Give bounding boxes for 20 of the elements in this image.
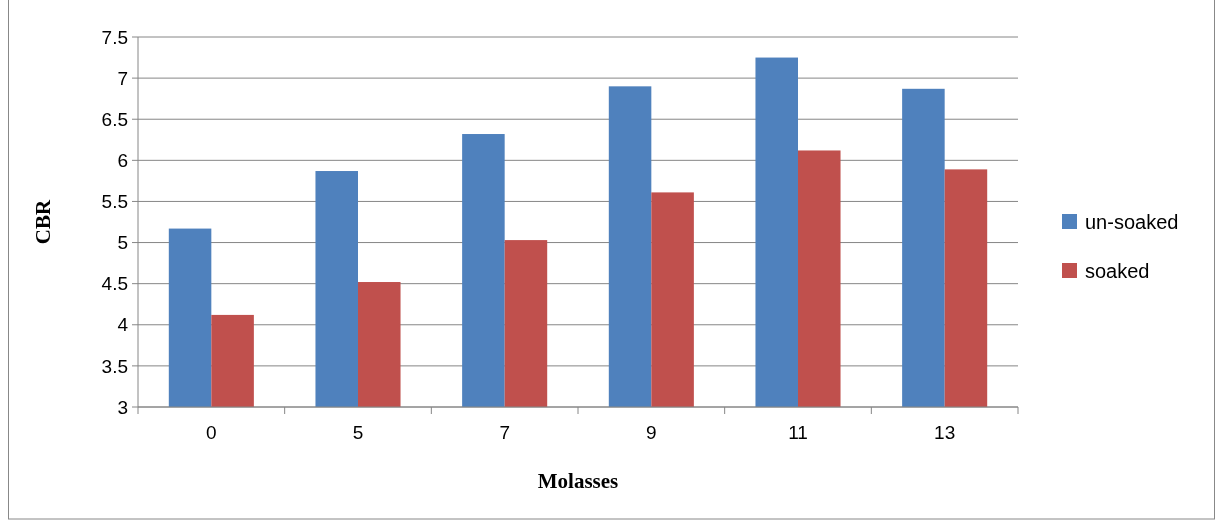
y-tick-label: 6.5 (101, 108, 128, 130)
x-axis-title: Molasses (537, 469, 619, 493)
x-tick-label: 11 (788, 422, 808, 443)
y-tick-label: 3 (117, 396, 128, 418)
x-tick-label: 5 (352, 422, 364, 443)
y-tick-label: 4.5 (101, 273, 128, 295)
y-tick-label: 7 (117, 67, 128, 89)
y-tick-label: 5.5 (101, 191, 128, 213)
x-tick-label: 9 (646, 422, 657, 443)
y-axis-title: CBR (31, 199, 56, 245)
legend-label: un-soaked (1085, 211, 1179, 233)
x-tick-label: 13 (934, 422, 956, 443)
y-tick-label: 6 (117, 149, 128, 171)
legend-label: soaked (1085, 260, 1150, 282)
x-tick-label: 7 (499, 422, 510, 443)
y-tick-label: 5 (117, 232, 128, 254)
y-tick-label: 3.5 (101, 355, 128, 377)
y-tick-label: 7.5 (101, 26, 128, 48)
y-tick-label: 4 (117, 314, 129, 336)
x-tick-label: 0 (206, 422, 217, 443)
